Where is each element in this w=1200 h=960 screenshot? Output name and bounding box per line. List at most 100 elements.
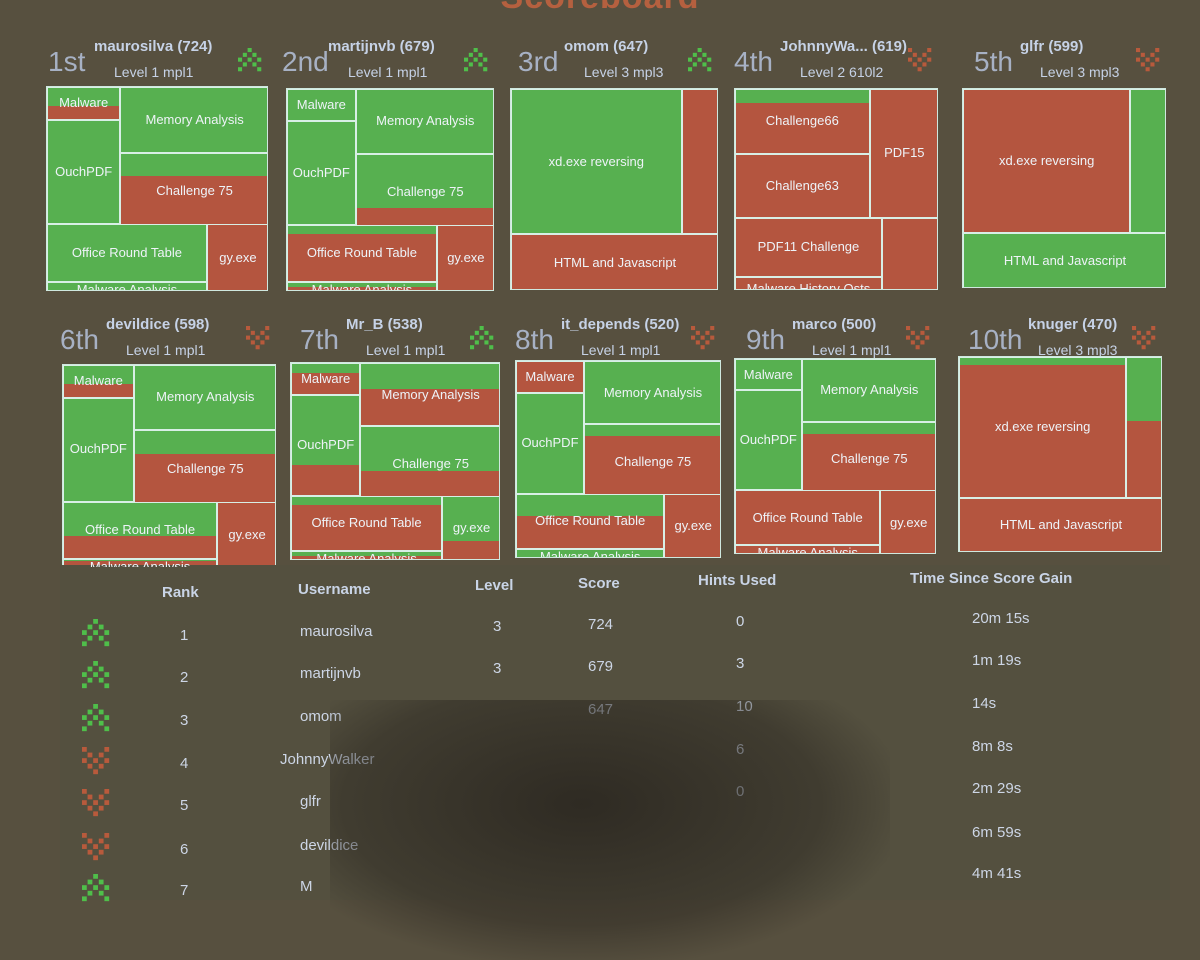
cell-level: 3 <box>493 618 502 635</box>
cell-rank: 7 <box>180 882 189 899</box>
challenge-tile[interactable]: Malware <box>63 365 134 398</box>
challenge-tile[interactable]: gy.exe <box>436 225 493 290</box>
challenge-tile[interactable]: Memory Analysis <box>355 89 493 154</box>
challenge-tile[interactable]: PDF11 Challenge <box>735 218 882 277</box>
challenge-tile[interactable]: Malware History Osts <box>735 276 882 290</box>
challenge-tile[interactable]: gy.exe <box>217 501 275 567</box>
challenge-tile[interactable]: gy.exe <box>664 493 720 557</box>
challenge-tile[interactable] <box>681 89 717 235</box>
challenge-tile[interactable]: Malware Analysis <box>291 551 443 559</box>
player-name-score: devildice (598) <box>106 316 210 333</box>
trend-down-icon <box>246 326 270 350</box>
challenge-tile[interactable]: OuchPDF <box>287 121 356 225</box>
challenge-tile[interactable]: xd.exe reversing <box>511 89 682 235</box>
challenge-tile[interactable]: OuchPDF <box>735 390 802 491</box>
rank-label: 3rd <box>518 46 559 77</box>
challenge-tile[interactable]: Challenge 75 <box>120 152 267 231</box>
header-username[interactable]: Username <box>298 581 371 598</box>
challenge-tile[interactable]: Office Round Table <box>47 224 207 282</box>
challenge-tile[interactable]: HTML and Javascript <box>959 498 1161 551</box>
challenge-tile[interactable]: Memory Analysis <box>360 363 499 427</box>
challenge-tile[interactable]: PDF15 <box>869 89 937 219</box>
challenge-tile[interactable]: HTML and Javascript <box>511 234 717 289</box>
challenge-tile[interactable]: Challenge 75 <box>355 153 493 232</box>
challenge-tile[interactable]: Challenge 75 <box>801 421 935 497</box>
player-level: Level 1 mpl1 <box>348 64 428 80</box>
trend-down-icon <box>1132 326 1156 350</box>
challenge-treemap: xd.exe reversing HTML and Javascript <box>958 356 1162 552</box>
challenge-label: OuchPDF <box>521 435 579 450</box>
challenge-tile[interactable]: Challenge63 <box>735 153 870 219</box>
header-score[interactable]: Score <box>578 575 620 592</box>
page-title: Scoreboard <box>0 0 1200 17</box>
challenge-treemap: Malware Memory Analysis OuchPDF Challenge 7… <box>290 362 500 560</box>
challenge-tile[interactable]: gy.exe <box>442 495 499 559</box>
challenge-tile[interactable] <box>1130 89 1165 233</box>
solved-fill <box>64 502 217 536</box>
challenge-tile[interactable]: Memory Analysis <box>583 361 720 425</box>
challenge-label: Memory Analysis <box>156 389 255 405</box>
trend-up-icon <box>688 48 712 72</box>
challenge-tile[interactable]: Memory Analysis <box>133 365 275 431</box>
challenge-tile[interactable]: Malware Analysis <box>735 545 881 553</box>
challenge-tile[interactable] <box>881 218 937 289</box>
challenge-tile[interactable]: Office Round Table <box>735 490 881 546</box>
challenge-tile[interactable]: gy.exe <box>206 224 267 290</box>
cell-username: martijnvb <box>300 665 361 682</box>
challenge-tile[interactable]: Office Round Table <box>291 495 443 552</box>
rank-label: 7th <box>300 324 339 355</box>
header-rank[interactable]: Rank <box>162 584 199 601</box>
challenge-tile[interactable]: HTML and Javascript <box>963 233 1165 287</box>
challenge-label: gy.exe <box>674 518 712 534</box>
solved-fill <box>64 366 133 385</box>
challenge-label: Malware <box>59 95 109 111</box>
challenge-tile[interactable]: Office Round Table <box>287 225 437 282</box>
challenge-tile[interactable]: Malware Analysis <box>516 549 665 557</box>
player-name-score: marco (500) <box>792 316 877 333</box>
challenge-tile[interactable]: OuchPDF <box>63 397 134 502</box>
challenge-label: gy.exe <box>452 520 491 536</box>
challenge-tile[interactable]: Memory Analysis <box>120 87 267 153</box>
challenge-tile[interactable]: Memory Analysis <box>801 359 935 422</box>
challenge-tile[interactable]: Challenge66 <box>735 89 870 154</box>
challenge-label: Challenge 75 <box>386 184 464 200</box>
challenge-label: Malware Analysis <box>311 281 413 291</box>
challenge-tile[interactable]: Challenge 75 <box>360 426 499 502</box>
challenge-tile[interactable]: Malware Analysis <box>63 558 218 567</box>
challenge-tile[interactable]: Office Round Table <box>516 493 665 550</box>
solved-fill <box>1131 90 1165 232</box>
challenge-tile[interactable]: Office Round Table <box>63 501 218 559</box>
cell-hints-used: 10 <box>736 698 753 715</box>
cell-username: maurosilva <box>300 623 373 640</box>
cell-rank: 2 <box>180 669 189 686</box>
challenge-tile[interactable]: OuchPDF <box>516 392 584 494</box>
challenge-label: Memory Analysis <box>820 382 919 398</box>
cell-time-since-score-gain: 1m 19s <box>972 652 1022 669</box>
challenge-tile[interactable]: OuchPDF <box>291 394 361 496</box>
trend-down-icon <box>82 833 112 863</box>
cell-hints-used: 3 <box>736 655 745 672</box>
player-level: Level 1 mpl1 <box>812 342 892 358</box>
header-level[interactable]: Level <box>475 577 514 594</box>
header-time-since-score-gain[interactable]: Time Since Score Gain <box>910 570 1073 587</box>
solved-fill <box>802 360 935 421</box>
challenge-tile[interactable]: Malware <box>516 361 584 393</box>
challenge-tile[interactable]: Challenge 75 <box>583 424 720 500</box>
challenge-tile[interactable]: Malware Analysis <box>47 281 207 290</box>
header-hints-used[interactable]: Hints Used <box>698 572 777 589</box>
cell-hints-used: 0 <box>736 783 745 800</box>
challenge-label: Malware History Osts <box>746 280 871 290</box>
challenge-tile[interactable]: xd.exe reversing <box>959 357 1127 499</box>
challenge-tile[interactable]: Malware <box>287 89 356 122</box>
rank-label: 8th <box>515 324 554 355</box>
challenge-tile[interactable]: Malware Analysis <box>287 281 437 291</box>
challenge-label: HTML and Javascript <box>1003 252 1127 268</box>
challenge-tile[interactable]: xd.exe reversing <box>963 89 1131 233</box>
challenge-tile[interactable]: Malware <box>291 363 361 395</box>
challenge-tile[interactable]: Challenge 75 <box>133 430 275 508</box>
challenge-tile[interactable]: Malware <box>735 359 802 391</box>
challenge-tile[interactable] <box>1126 357 1161 499</box>
challenge-tile[interactable]: Malware <box>47 87 121 120</box>
challenge-tile[interactable]: gy.exe <box>880 490 935 553</box>
challenge-tile[interactable]: OuchPDF <box>47 119 121 225</box>
